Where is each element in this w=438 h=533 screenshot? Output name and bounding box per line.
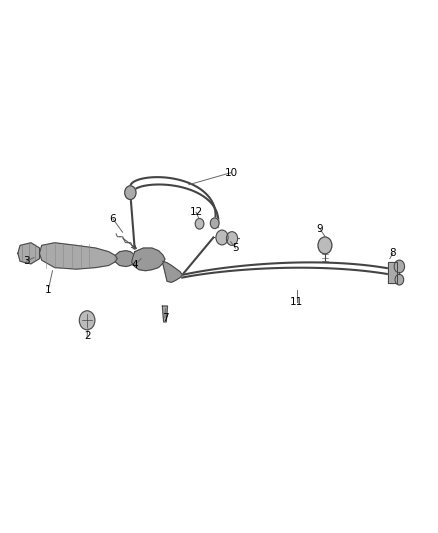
Text: 8: 8 (389, 248, 396, 259)
Text: 9: 9 (316, 223, 323, 233)
Text: 7: 7 (162, 313, 168, 322)
Text: 5: 5 (232, 243, 239, 253)
Circle shape (79, 311, 95, 330)
Circle shape (216, 230, 228, 245)
Text: 12: 12 (190, 207, 203, 217)
Polygon shape (18, 243, 39, 264)
Text: 10: 10 (225, 167, 238, 177)
Polygon shape (132, 248, 165, 271)
Text: 1: 1 (45, 285, 52, 295)
Circle shape (226, 232, 237, 245)
Circle shape (125, 186, 136, 199)
Polygon shape (163, 261, 182, 282)
Text: 11: 11 (290, 297, 304, 308)
Text: 4: 4 (131, 260, 138, 270)
Circle shape (394, 260, 405, 273)
Text: 2: 2 (84, 331, 90, 341)
Polygon shape (39, 243, 117, 269)
Circle shape (195, 219, 204, 229)
Polygon shape (115, 251, 137, 266)
Polygon shape (162, 306, 168, 322)
Text: 6: 6 (110, 214, 117, 224)
Circle shape (395, 274, 404, 285)
Circle shape (210, 218, 219, 229)
Bar (388, 262, 397, 284)
Circle shape (318, 237, 332, 254)
Text: 3: 3 (23, 256, 30, 266)
